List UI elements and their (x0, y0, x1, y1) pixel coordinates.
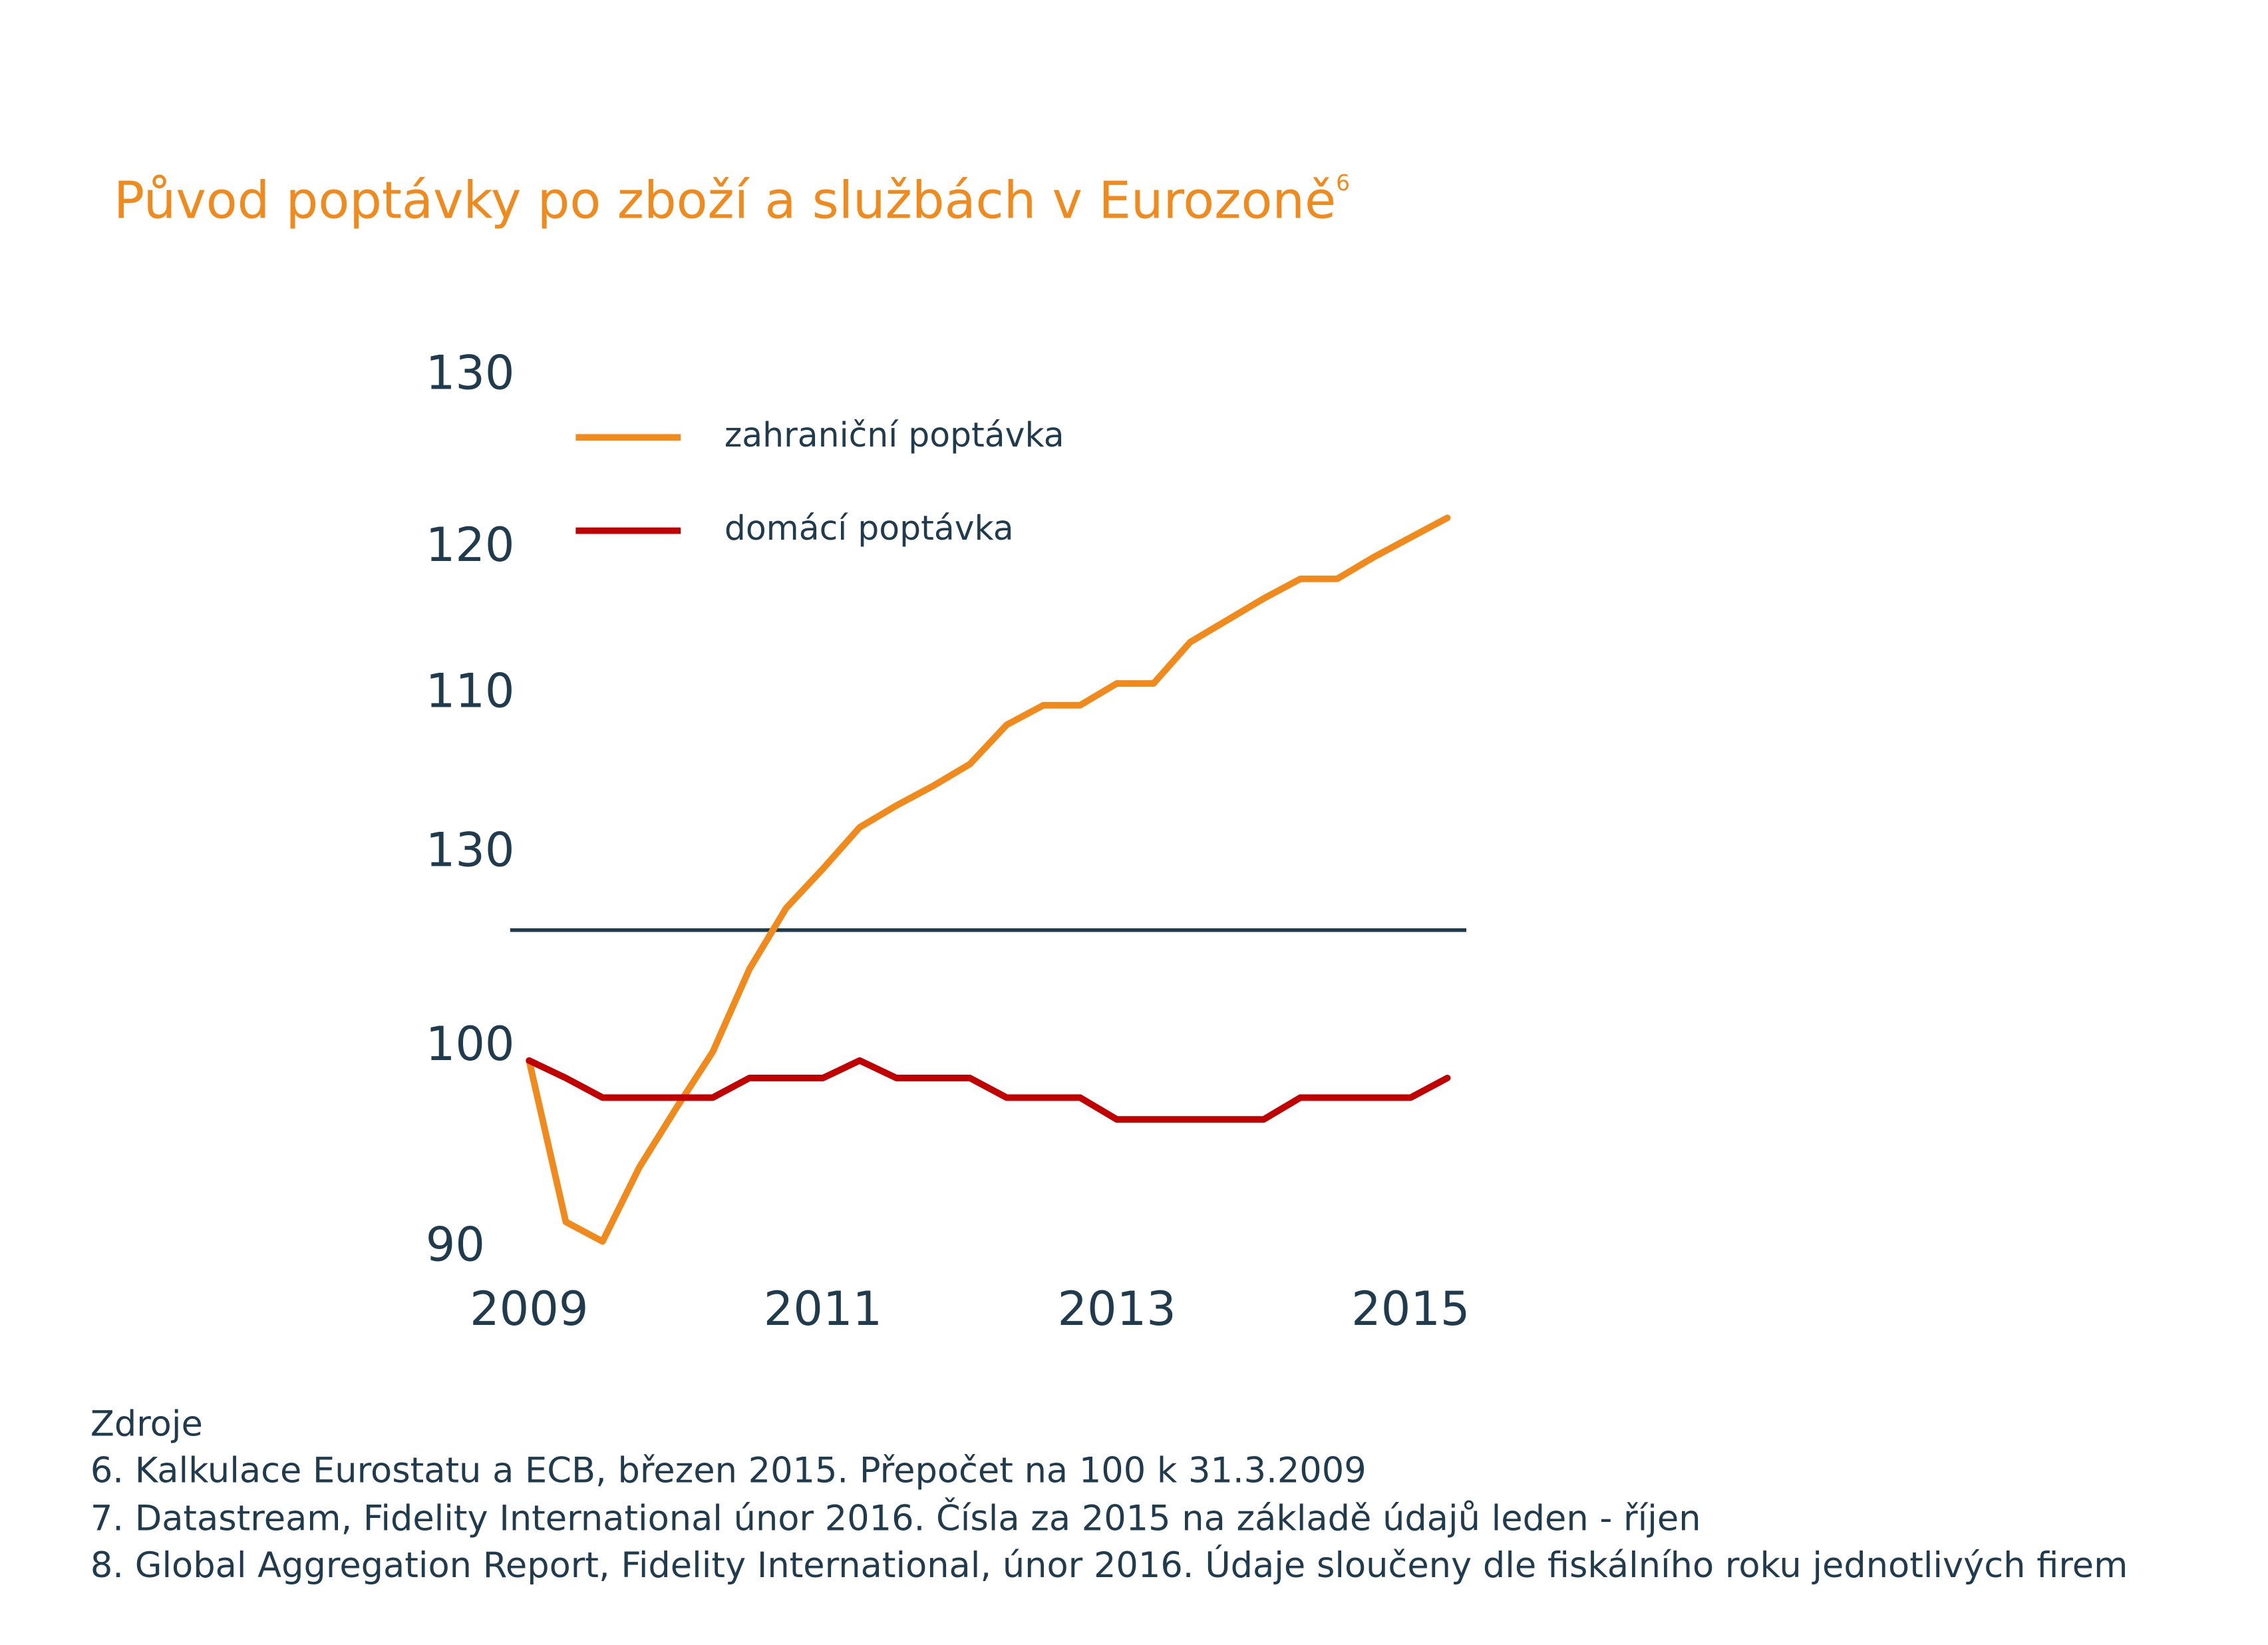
x-tick-label: 2013 (1057, 1282, 1176, 1336)
legend-label: zahraniční poptávka (725, 415, 1064, 455)
data-line (526, 514, 1451, 1245)
sources-heading: Zdroje (90, 1403, 203, 1444)
data-line (526, 1057, 1451, 1123)
chart-title: Původ poptávky po zboží a službách v Eur… (114, 170, 1350, 231)
title-note: 6 (1336, 170, 1350, 196)
y-tick-label: 100 (426, 1017, 515, 1071)
source-line: 6. Kalkulace Eurostatu a ECB, březen 201… (90, 1450, 1367, 1491)
y-tick-label: 130 (426, 823, 515, 878)
legend-label: domácí poptávka (725, 508, 1014, 548)
y-tick-label: 90 (426, 1217, 485, 1272)
y-tick-label: 110 (426, 664, 515, 719)
title-text: Původ poptávky po zboží a službách v Eur… (114, 172, 1336, 231)
x-tick-label: 2015 (1351, 1282, 1470, 1336)
source-line: 7. Datastream, Fidelity International ún… (90, 1497, 1701, 1539)
y-tick-label: 130 (426, 345, 515, 400)
x-tick-label: 2011 (764, 1282, 882, 1336)
source-line: 8. Global Aggregation Report, Fidelity I… (90, 1544, 2128, 1586)
x-tick-label: 2009 (470, 1282, 588, 1336)
y-tick-label: 120 (426, 518, 515, 572)
